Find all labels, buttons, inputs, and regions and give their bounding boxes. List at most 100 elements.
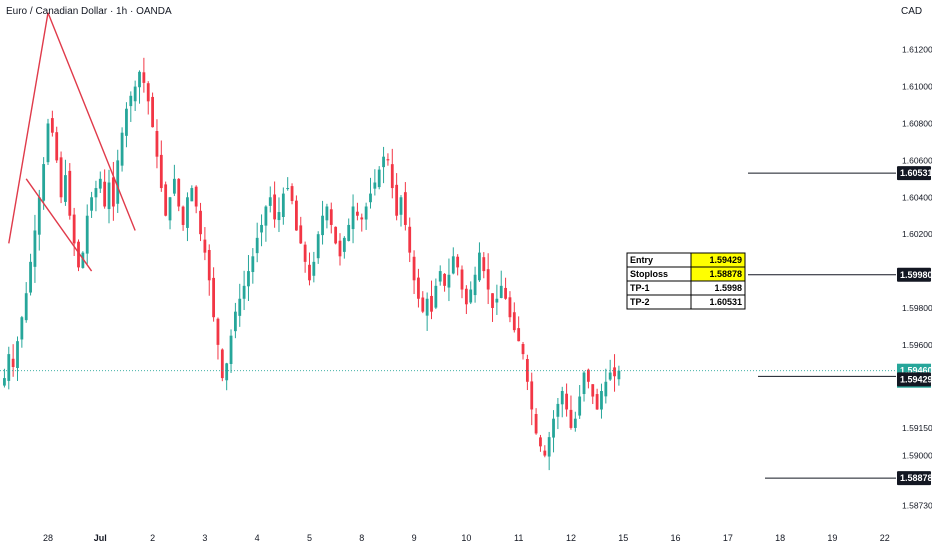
candle-body	[225, 363, 229, 381]
candle-body	[543, 450, 547, 456]
candle-body	[138, 71, 141, 88]
candle-body	[608, 372, 612, 380]
table-value-text: 1.5998	[714, 283, 742, 293]
candle-body	[369, 193, 372, 203]
candle-body	[460, 269, 464, 290]
time-tick-label: 11	[514, 533, 523, 543]
candle-body	[281, 193, 285, 217]
candle-body	[81, 252, 85, 268]
time-tick-label: 22	[880, 533, 890, 543]
candle-body	[390, 164, 394, 189]
candle-body	[107, 182, 111, 210]
candle-body	[55, 132, 59, 161]
candle-body	[316, 234, 320, 259]
time-tick-label: 3	[202, 533, 207, 543]
candle-body	[16, 341, 19, 369]
time-tick-label: 15	[618, 533, 628, 543]
candle-body	[530, 381, 534, 410]
candle-body	[560, 391, 564, 405]
time-tick-label: 19	[827, 533, 837, 543]
candle-body	[469, 289, 473, 303]
candle-body	[168, 197, 172, 221]
candle-body	[260, 224, 263, 233]
candle-body	[578, 396, 582, 416]
time-tick-label: 16	[671, 533, 681, 543]
price-tick-label: 1.59800	[902, 303, 932, 313]
candle-body	[421, 297, 425, 312]
candle-body	[382, 156, 385, 168]
candle-body	[125, 108, 128, 136]
candle-body	[194, 186, 198, 207]
candle-body	[290, 186, 294, 201]
price-tick-label: 1.61000	[902, 82, 932, 92]
candle-body	[37, 197, 41, 235]
last-price-tag-text: 1.59460	[900, 366, 932, 376]
candle-body	[356, 211, 359, 216]
pattern-line	[8, 12, 49, 244]
price-tick-label: 1.60800	[902, 118, 932, 128]
candle-body	[64, 175, 67, 202]
candle-body	[547, 437, 551, 457]
candle-body	[133, 86, 137, 102]
candle-body	[199, 210, 202, 235]
candle-body	[190, 188, 194, 202]
level-price-tag	[897, 471, 931, 486]
time-tick-label: 12	[566, 533, 576, 543]
currency-label: CAD	[901, 6, 923, 17]
candle-body	[552, 418, 555, 438]
candle-body	[534, 413, 538, 434]
time-tick-label: Jul	[94, 533, 107, 543]
candle-body	[539, 437, 542, 447]
time-axis[interactable]: 28 Jul 2 3 4 5 8 9 10 11 12 15 16 17 18 19 22	[43, 533, 890, 543]
candle-body	[24, 293, 28, 321]
candle-body	[277, 212, 281, 221]
price-tick-label: 1.60600	[902, 155, 932, 165]
candle-body	[434, 285, 438, 308]
candle-body	[399, 197, 403, 215]
candle-body	[456, 256, 460, 268]
time-tick-label: 10	[461, 533, 471, 543]
candle-body	[438, 271, 442, 282]
candle-body	[478, 252, 481, 281]
candle-body	[308, 264, 311, 281]
candle-body	[229, 335, 233, 364]
candle-body	[11, 358, 15, 368]
candle-body	[508, 297, 512, 318]
candle-body	[268, 197, 272, 206]
table-value-cell	[690, 294, 746, 310]
price-axis[interactable]: 1.58730 1.59000 1.59150 1.59600 1.59800 1.602…	[902, 45, 932, 511]
candle-body	[573, 418, 577, 428]
time-tick-label: 28	[43, 533, 53, 543]
time-tick-label: 18	[775, 533, 785, 543]
candle-body	[604, 381, 608, 397]
price-tick-label: 1.58730	[902, 500, 932, 510]
candle-body	[377, 169, 381, 188]
time-tick-label: 9	[412, 533, 417, 543]
pattern-line	[25, 178, 93, 272]
candle-body	[72, 214, 76, 244]
candle-body	[451, 256, 455, 274]
candle-body	[7, 354, 11, 381]
time-tick-label: 8	[359, 533, 364, 543]
table-label-text: Entry	[630, 255, 653, 265]
candle-body	[517, 328, 521, 342]
candle-body	[116, 160, 120, 204]
candle-body	[68, 170, 72, 216]
candle-body	[321, 215, 324, 236]
entry-price-tag	[897, 372, 931, 387]
candle-body	[264, 206, 268, 226]
candle-body	[565, 393, 569, 410]
candle-body	[403, 192, 407, 225]
trade-table: Entry 1.59429 Stoploss 1.58878 TP-1 1.5998 TP-…	[626, 252, 746, 310]
candle-body	[129, 95, 133, 107]
candle-body	[159, 154, 163, 189]
time-tick-label: 4	[255, 533, 260, 543]
candle-body	[569, 409, 573, 428]
candle-body	[512, 312, 516, 331]
candle-body	[242, 285, 246, 299]
price-tick-label: 1.61200	[902, 45, 932, 55]
level-price-tag	[897, 166, 931, 181]
candle-body	[46, 123, 50, 163]
